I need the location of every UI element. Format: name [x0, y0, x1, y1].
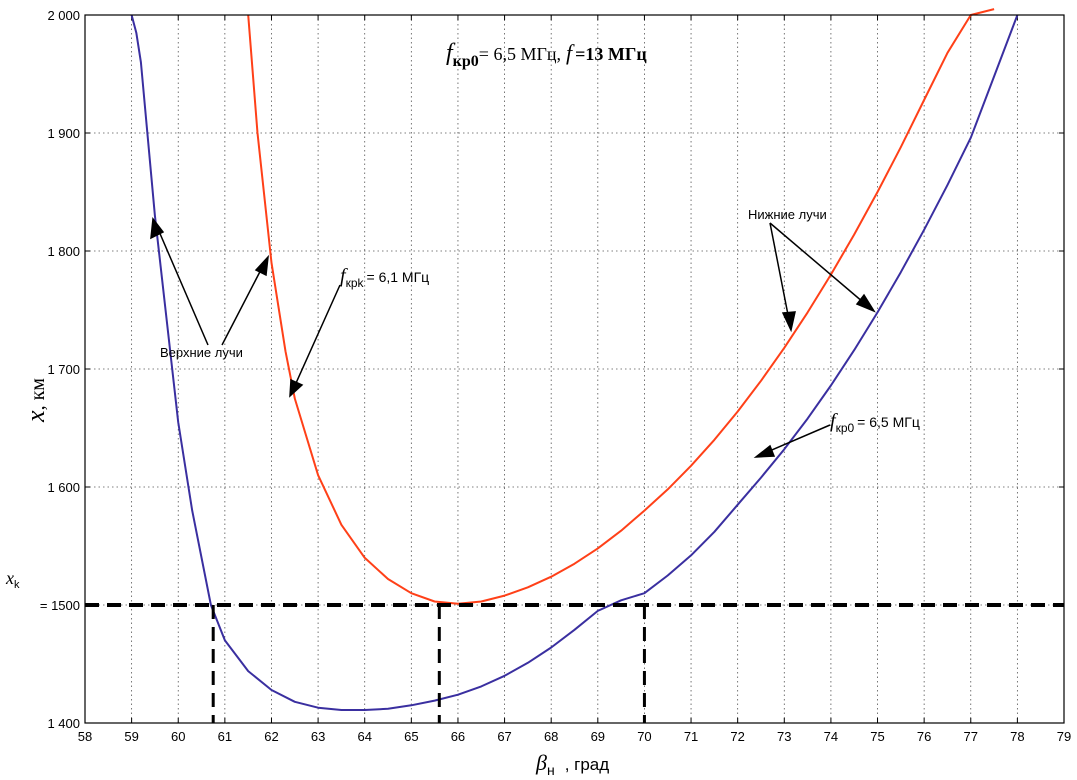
- x-tick-label: 70: [637, 729, 651, 744]
- x-tick-label: 60: [171, 729, 185, 744]
- x-tick-label: 76: [917, 729, 931, 744]
- x-tick-label: 74: [824, 729, 838, 744]
- y-axis-label: x, км: [21, 378, 50, 423]
- fkr0-sub: кр0: [836, 421, 855, 435]
- arrow-upper-left-head: [150, 217, 165, 240]
- y-tick-label: 1 400: [47, 716, 80, 731]
- arrow-lower-right: [769, 222, 871, 309]
- y-tick-label: = 1500: [40, 598, 80, 613]
- xk-symbol: x: [5, 568, 14, 588]
- title-f-symbol: f: [446, 40, 456, 66]
- x-tick-label: 79: [1057, 729, 1071, 744]
- x-label-unit: , град: [565, 755, 610, 774]
- arrow-upper-left: [154, 221, 209, 346]
- xk-sub: k: [14, 579, 20, 591]
- y-label-unit: , км: [27, 378, 49, 411]
- x-tick-label: 59: [124, 729, 138, 744]
- reference-lines: [85, 603, 1064, 723]
- fkr0-value: = 6,5 МГц: [857, 414, 920, 430]
- series-line: [130, 14, 1019, 711]
- title-f-value: = 6,5 МГц,: [479, 44, 561, 64]
- x-tick-label: 61: [218, 729, 232, 744]
- chart-title: fкр0= 6,5 МГц, f =13 МГц: [446, 40, 647, 70]
- fkrk-symbol: f: [340, 265, 348, 287]
- x-label-sub: н: [547, 762, 555, 778]
- x-tick-label: 67: [497, 729, 511, 744]
- x-label-symbol: β: [535, 750, 547, 775]
- annotation-arrows: [150, 217, 876, 458]
- arrow-upper-right-head: [254, 254, 269, 277]
- annotation-fkrk: fкрk = 6,1 МГц: [340, 265, 429, 290]
- x-tick-label: 75: [870, 729, 884, 744]
- title-f-sub: кр0: [453, 53, 479, 70]
- annotation-upper-rays: Верхние лучи: [160, 345, 243, 360]
- x-tick-label: 71: [684, 729, 698, 744]
- x-tick-label: 69: [591, 729, 605, 744]
- y-label-symbol: x: [21, 410, 50, 423]
- x-tick-label: 65: [404, 729, 418, 744]
- x-tick-label: 58: [78, 729, 92, 744]
- plot-frame: [84, 14, 1065, 724]
- series-line: [247, 8, 995, 605]
- x-tick-label: 63: [311, 729, 325, 744]
- x-tick-label: 64: [357, 729, 371, 744]
- ticks: 58 59 60 61 62 63 64 65 66 67 68 69 70 71 72 73 74 75 76 77…: [40, 8, 1071, 744]
- fkr0-symbol: f: [830, 410, 838, 432]
- arrow-fkrk-head: [289, 378, 304, 398]
- y-tick-label: 1 600: [47, 480, 80, 495]
- x-tick-label: 73: [777, 729, 791, 744]
- title-f2-symbol: f: [566, 40, 575, 65]
- y-tick-label: 1 900: [47, 126, 80, 141]
- arrow-fkr0-head: [753, 444, 776, 458]
- fkrk-sub: крk: [346, 276, 365, 290]
- y-tick-label: 1 700: [47, 362, 80, 377]
- x-tick-label: 66: [451, 729, 465, 744]
- arrow-lower-left: [769, 222, 791, 326]
- x-tick-label: 78: [1010, 729, 1024, 744]
- y-tick-label: 2 000: [47, 8, 80, 23]
- annotation-lower-rays: Нижние лучи: [748, 207, 827, 222]
- y-tick-label: 1 800: [47, 244, 80, 259]
- arrow-lower-right-head: [855, 293, 876, 313]
- x-tick-label: 77: [964, 729, 978, 744]
- arrow-upper-right: [221, 259, 267, 346]
- grid: [85, 15, 1064, 723]
- fkrk-value: = 6,1 МГц: [367, 269, 430, 285]
- x-tick-label: 72: [730, 729, 744, 744]
- arrow-fkrk: [291, 284, 341, 393]
- annotation-fkr0: fкр0 = 6,5 МГц: [830, 410, 920, 435]
- xk-label: xk: [5, 568, 20, 591]
- x-axis-label: βн , град: [535, 750, 609, 778]
- arrow-lower-left-head: [781, 311, 796, 333]
- x-tick-label: 68: [544, 729, 558, 744]
- plot-lines: [130, 8, 1019, 711]
- title-f2-value: =13 МГц: [575, 44, 647, 64]
- x-tick-label: 62: [264, 729, 278, 744]
